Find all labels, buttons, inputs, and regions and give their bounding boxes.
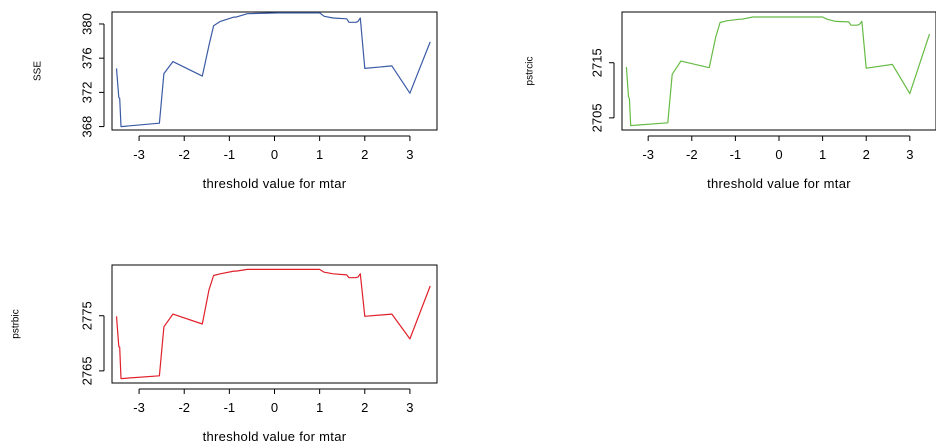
plot-frame — [111, 264, 438, 384]
x-tick-label: 0 — [271, 147, 278, 162]
plot-frame — [111, 11, 438, 131]
x-tick-label: 1 — [316, 147, 323, 162]
y-tick-label: 2715 — [590, 48, 605, 77]
x-tick-label: -3 — [642, 147, 654, 162]
series-line-1 — [625, 16, 931, 127]
y-axis-title: pstrcic — [525, 57, 536, 86]
y-tick-label: 2775 — [80, 301, 95, 330]
y-tick-label: 376 — [80, 47, 95, 69]
y-tick-label: 372 — [80, 82, 95, 104]
x-tick-label: -3 — [133, 147, 145, 162]
x-tick-label: 2 — [361, 400, 368, 415]
chart-panel-2: -3 -2 -1 0 1 2 3 2705 2715 threshold value for mt… — [525, 11, 936, 191]
x-tick-label: -3 — [133, 400, 145, 415]
x-tick-label: -2 — [178, 147, 190, 162]
y-axis-title: SSE — [33, 61, 44, 81]
y-axis-title: pstrbic — [11, 309, 22, 338]
plot-frame — [621, 11, 936, 131]
x-axis-title: threshold value for mtar — [707, 176, 851, 191]
x-tick-label: 0 — [775, 147, 782, 162]
y-tick-label: 2705 — [590, 103, 605, 132]
x-tick-label: -1 — [224, 147, 236, 162]
x-axis-title: threshold value for mtar — [203, 176, 347, 191]
series-line-1 — [115, 12, 431, 128]
x-axis-title: threshold value for mtar — [203, 429, 347, 444]
chart-panel-1: -3 -2 -1 0 1 2 3 368 372 376 380 threshold value fo… — [33, 11, 438, 191]
y-tick-label: 380 — [80, 13, 95, 35]
x-tick-label: 3 — [906, 147, 913, 162]
x-tick-label: 1 — [316, 400, 323, 415]
x-tick-label: 3 — [406, 147, 413, 162]
chart-panel-3: -3 -2 -1 0 1 2 3 2765 2775 threshold value for mt… — [11, 264, 438, 444]
x-tick-label: 3 — [406, 400, 413, 415]
x-tick-label: 0 — [271, 400, 278, 415]
x-tick-label: 1 — [819, 147, 826, 162]
x-tick-label: -1 — [224, 400, 236, 415]
y-tick-label: 368 — [80, 116, 95, 138]
x-tick-label: 2 — [863, 147, 870, 162]
x-tick-label: -2 — [686, 147, 698, 162]
x-tick-label: -2 — [178, 400, 190, 415]
x-tick-label: 2 — [361, 147, 368, 162]
y-tick-label: 2765 — [80, 356, 95, 385]
x-tick-label: -1 — [730, 147, 742, 162]
series-line-1 — [115, 268, 431, 380]
